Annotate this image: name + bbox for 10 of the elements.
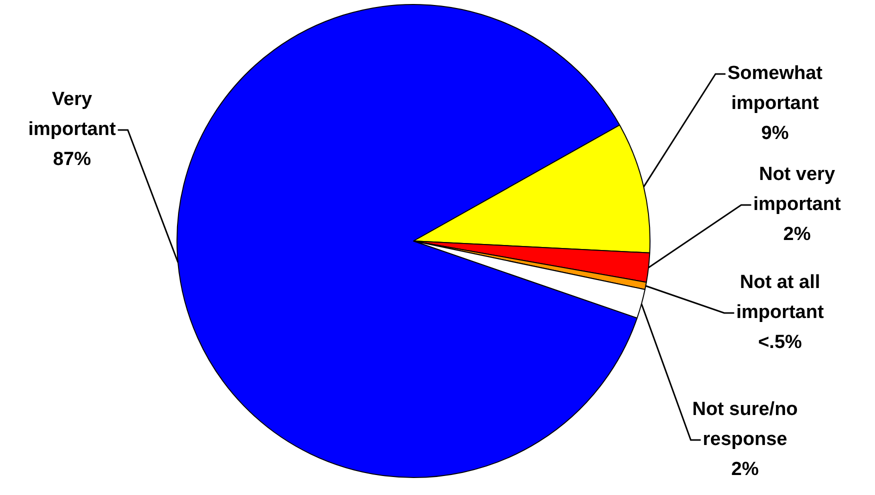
data-label: 2%	[783, 224, 811, 246]
slice-label: Not at all important	[736, 272, 824, 324]
slice-label: Not very important	[753, 164, 842, 216]
data-label: 87%	[52, 149, 92, 170]
slice-label: Very important	[28, 89, 116, 140]
data-label: <.5%	[758, 332, 802, 354]
data-label: 2%	[731, 459, 759, 480]
slice-label: Somewhat important	[727, 63, 824, 114]
data-label: 9%	[761, 123, 789, 144]
slice-label: Not sure/no response	[692, 399, 798, 450]
